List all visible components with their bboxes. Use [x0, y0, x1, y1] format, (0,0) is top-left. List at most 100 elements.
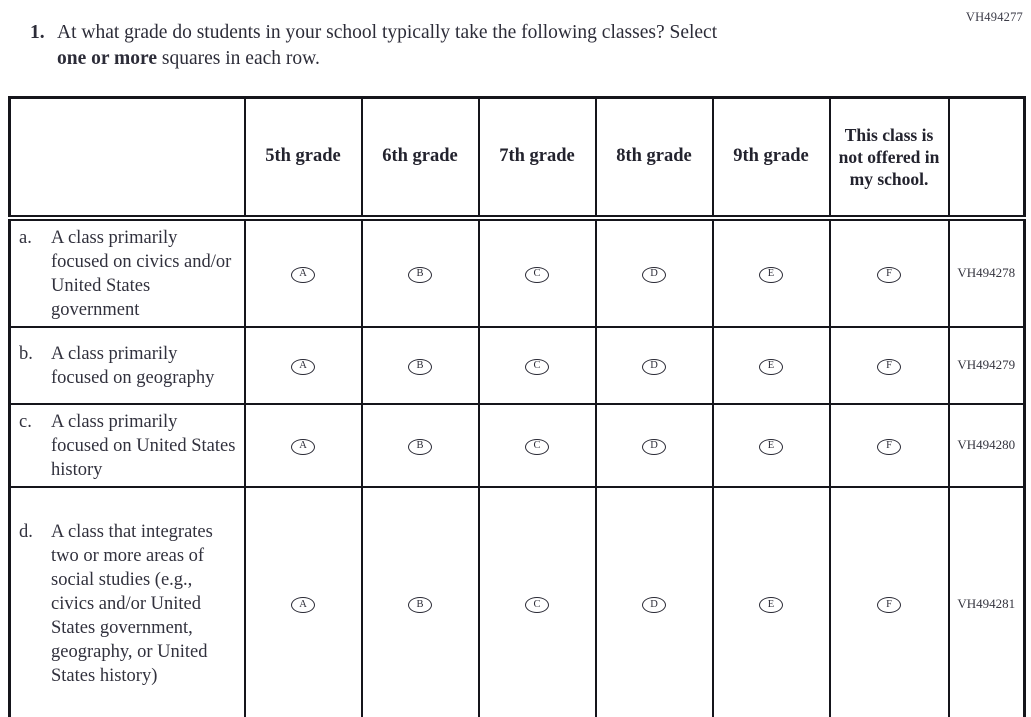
question-line2-rest: squares in each row.: [157, 48, 320, 69]
row-text-a: A class primarily focused on civics and/…: [51, 227, 232, 320]
option-bubble-a-F[interactable]: F: [877, 266, 901, 283]
row-label-b: b. A class primarily focused on geograph…: [8, 325, 246, 405]
option-bubble-a-D[interactable]: D: [642, 266, 666, 283]
option-cell-c-8th: D: [594, 402, 714, 488]
table-row-a: a. A class primarily focused on civics a…: [8, 216, 1026, 328]
option-letter: A: [299, 440, 307, 452]
option-bubble-b-B[interactable]: B: [408, 358, 432, 375]
row-code-a: VH494278: [947, 216, 1026, 328]
option-letter: D: [650, 268, 658, 280]
question-line1: At what grade do students in your school…: [57, 22, 718, 43]
option-cell-a-9th: E: [711, 216, 831, 328]
option-cell-a-7th: C: [477, 216, 597, 328]
option-letter: B: [416, 360, 424, 372]
row-letter-b: b.: [19, 343, 33, 364]
option-letter: D: [650, 599, 658, 611]
option-letter: A: [299, 268, 307, 280]
option-cell-d-6th: B: [360, 485, 480, 717]
option-cell-b-8th: D: [594, 325, 714, 405]
option-letter: F: [886, 360, 892, 372]
option-bubble-b-E[interactable]: E: [759, 358, 783, 375]
option-bubble-d-B[interactable]: B: [408, 597, 432, 614]
grade-header-6th: 6th grade: [360, 96, 480, 221]
option-cell-b-not-offered: F: [828, 325, 950, 405]
row-letter-d: d.: [19, 522, 33, 543]
option-letter: E: [767, 599, 775, 611]
grade-header-9th: 9th grade: [711, 96, 831, 221]
row-text-b: A class primarily focused on geography: [51, 343, 215, 388]
option-letter: A: [299, 360, 307, 372]
option-cell-a-5th: A: [243, 216, 363, 328]
option-letter: F: [886, 599, 892, 611]
option-cell-a-not-offered: F: [828, 216, 950, 328]
option-cell-b-7th: C: [477, 325, 597, 405]
option-bubble-c-C[interactable]: C: [525, 438, 549, 455]
not-offered-header: This class is not offered in my school.: [828, 96, 950, 221]
option-bubble-a-B[interactable]: B: [408, 266, 432, 283]
option-letter: D: [650, 360, 658, 372]
option-letter: D: [650, 440, 658, 452]
form-code: VH494277: [965, 10, 1023, 24]
option-cell-d-7th: C: [477, 485, 597, 717]
option-bubble-d-C[interactable]: C: [525, 597, 549, 614]
option-cell-c-9th: E: [711, 402, 831, 488]
row-label-a: a. A class primarily focused on civics a…: [8, 216, 246, 328]
option-bubble-d-D[interactable]: D: [642, 597, 666, 614]
option-bubble-b-F[interactable]: F: [877, 358, 901, 375]
option-letter: C: [533, 268, 541, 280]
grade-header-5th: 5th grade: [243, 96, 363, 221]
option-cell-d-8th: D: [594, 485, 714, 717]
row-letter-c: c.: [19, 411, 32, 432]
option-letter: F: [886, 440, 892, 452]
code-header-empty: [947, 96, 1026, 221]
grade-header-8th: 8th grade: [594, 96, 714, 221]
option-letter: B: [416, 599, 424, 611]
question-number: 1.: [30, 22, 45, 43]
row-label-d: d. A class that integrates two or more a…: [8, 485, 246, 717]
row-label-header-empty: [8, 96, 246, 221]
option-bubble-a-C[interactable]: C: [525, 266, 549, 283]
row-text-c: A class primarily focused on United Stat…: [51, 411, 236, 480]
row-letter-a: a.: [19, 227, 32, 248]
option-cell-d-not-offered: F: [828, 485, 950, 717]
option-letter: C: [533, 360, 541, 372]
option-letter: F: [886, 268, 892, 280]
option-bubble-c-A[interactable]: A: [291, 438, 315, 455]
row-label-c: c. A class primarily focused on United S…: [8, 402, 246, 488]
option-bubble-b-D[interactable]: D: [642, 358, 666, 375]
option-letter: E: [767, 360, 775, 372]
option-letter: E: [767, 268, 775, 280]
option-bubble-c-F[interactable]: F: [877, 438, 901, 455]
option-letter: B: [416, 440, 424, 452]
option-bubble-d-A[interactable]: A: [291, 597, 315, 614]
option-letter: C: [533, 599, 541, 611]
option-bubble-c-D[interactable]: D: [642, 438, 666, 455]
option-cell-b-9th: E: [711, 325, 831, 405]
question-text: At what grade do students in your school…: [57, 20, 717, 72]
question-1: 1. At what grade do students in your sch…: [30, 20, 717, 72]
option-bubble-d-E[interactable]: E: [759, 597, 783, 614]
option-cell-c-6th: B: [360, 402, 480, 488]
option-bubble-d-F[interactable]: F: [877, 597, 901, 614]
option-bubble-b-C[interactable]: C: [525, 358, 549, 375]
option-cell-c-5th: A: [243, 402, 363, 488]
option-bubble-c-B[interactable]: B: [408, 438, 432, 455]
row-code-c: VH494280: [947, 402, 1026, 488]
option-cell-d-9th: E: [711, 485, 831, 717]
row-text-d: A class that integrates two or more area…: [51, 522, 213, 687]
option-bubble-c-E[interactable]: E: [759, 438, 783, 455]
response-grid-table: 5th grade 6th grade 7th grade 8th grade …: [8, 96, 1026, 717]
row-code-d: VH494281: [947, 485, 1026, 717]
option-bubble-a-E[interactable]: E: [759, 266, 783, 283]
option-letter: C: [533, 440, 541, 452]
option-letter: B: [416, 268, 424, 280]
question-bold-phrase: one or more: [57, 48, 158, 69]
option-letter: A: [299, 599, 307, 611]
option-bubble-b-A[interactable]: A: [291, 358, 315, 375]
table-row-b: b. A class primarily focused on geograph…: [8, 325, 1026, 405]
option-cell-c-7th: C: [477, 402, 597, 488]
option-cell-b-6th: B: [360, 325, 480, 405]
option-bubble-a-A[interactable]: A: [291, 266, 315, 283]
option-cell-a-6th: B: [360, 216, 480, 328]
